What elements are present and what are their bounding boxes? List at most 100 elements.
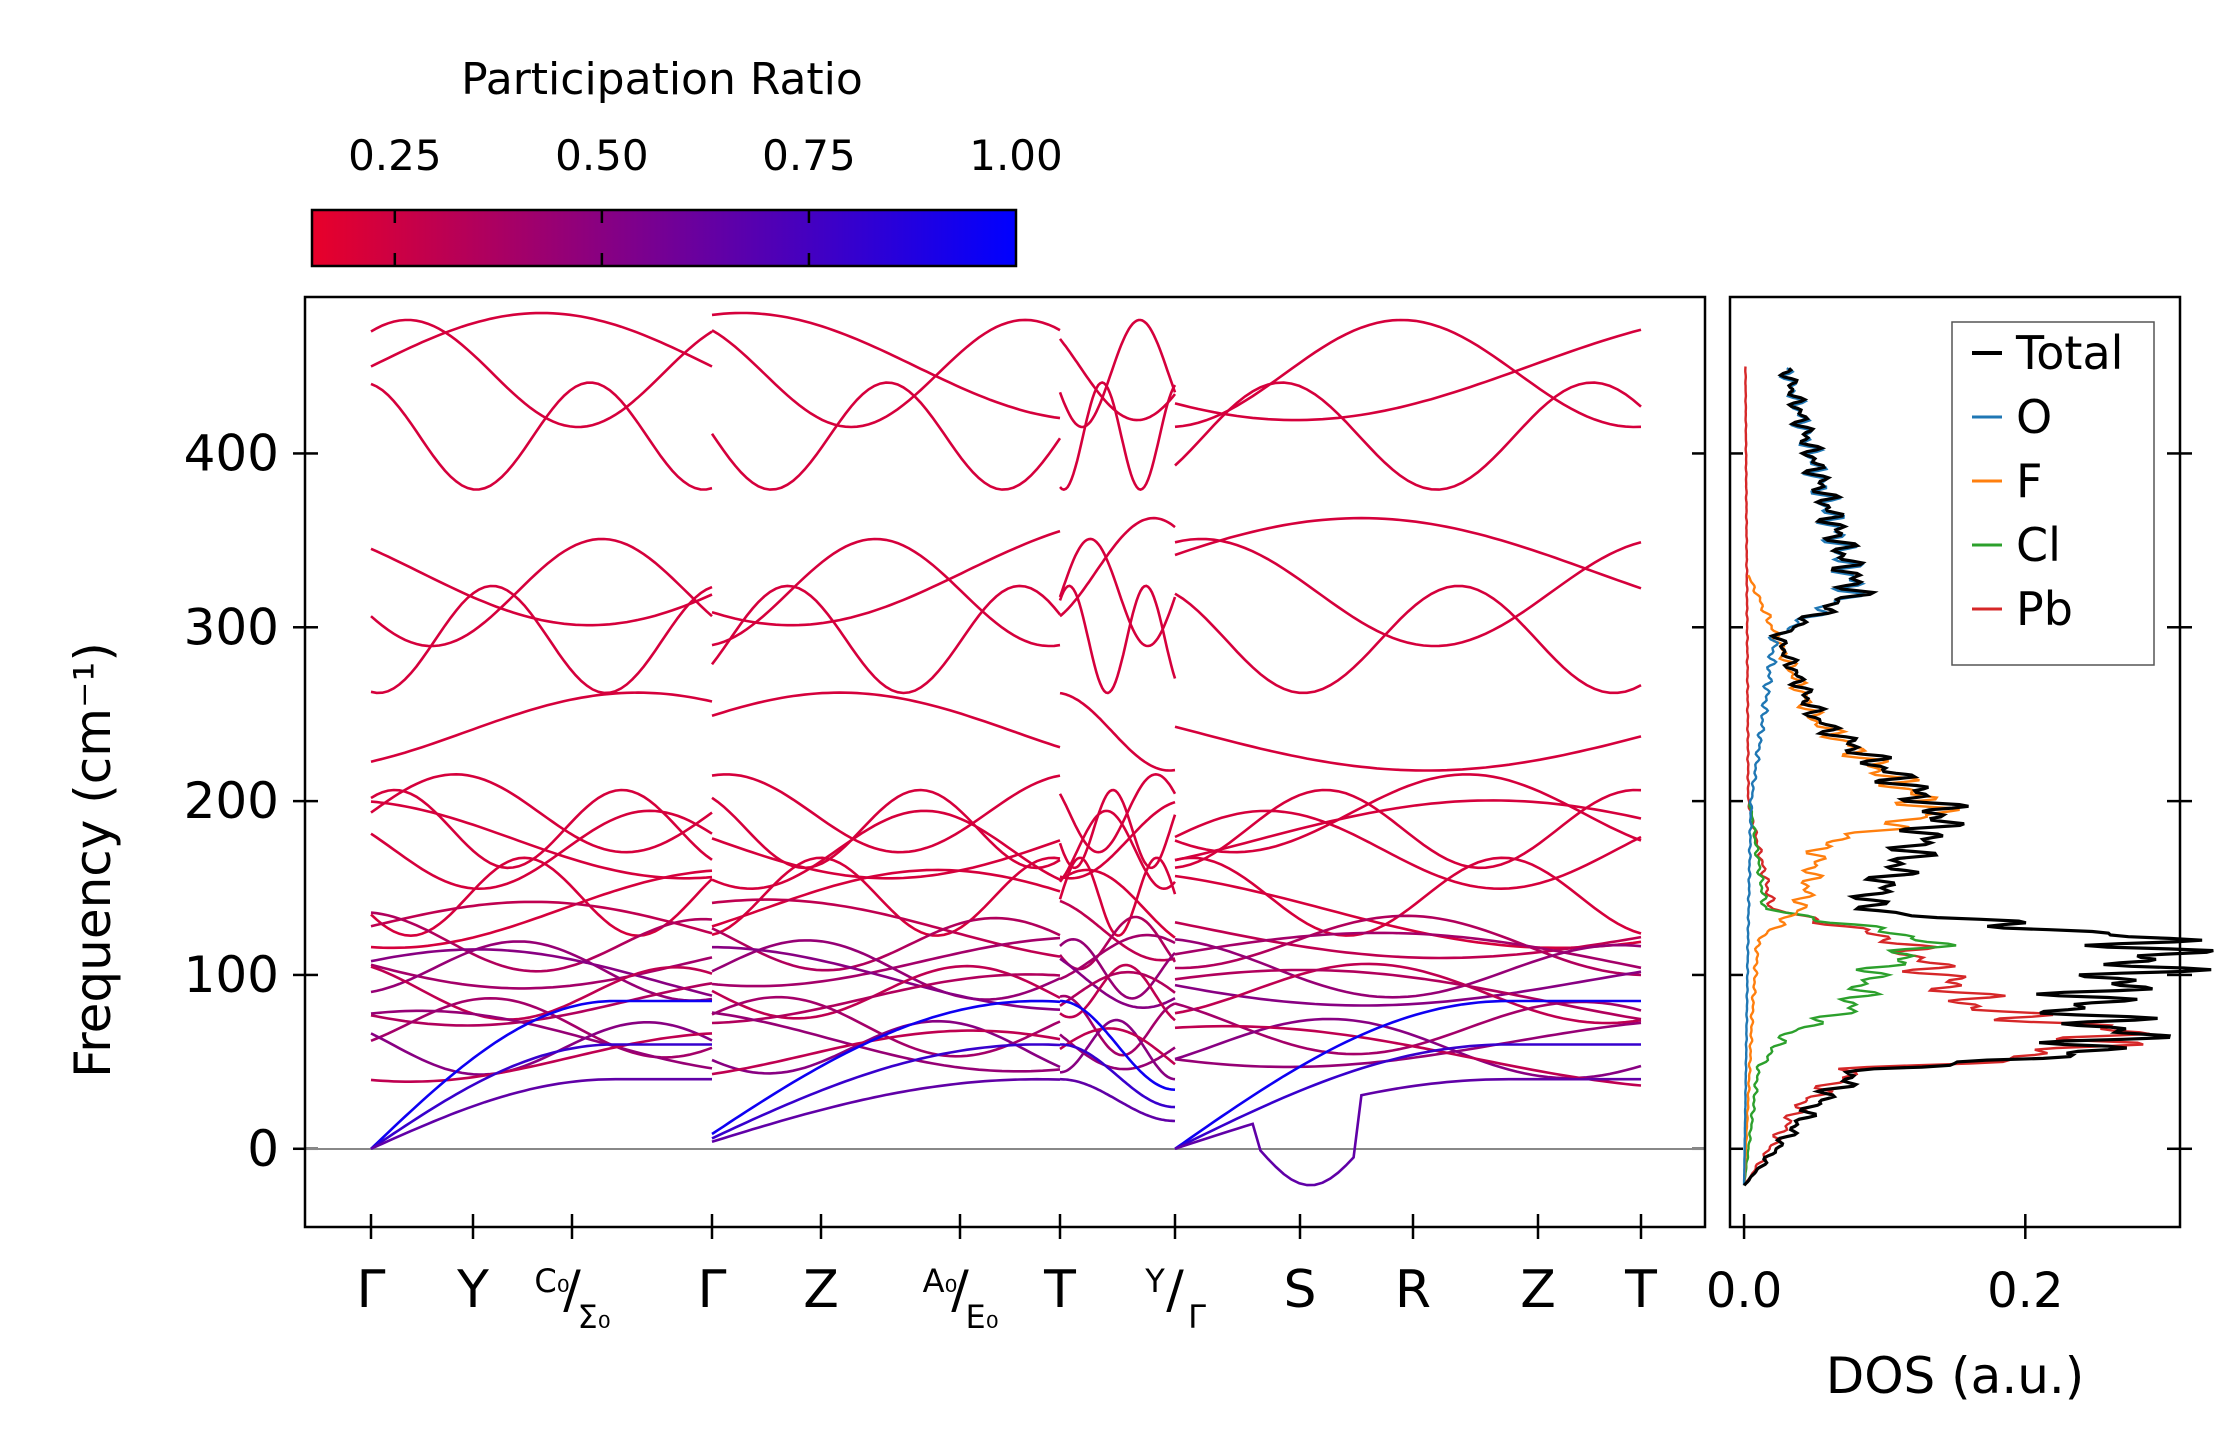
phonon-band-line: [1058, 338, 1177, 422]
phonon-band-line: [1174, 537, 1642, 648]
phonon-band-line: [370, 869, 713, 950]
phonon-band-line: [711, 773, 1061, 854]
colorbar-gradient: [310, 208, 1018, 268]
phonon-band-line: [711, 964, 1061, 1020]
phonon-band-line: [1174, 725, 1642, 772]
svg-text:Γ: Γ: [1188, 1298, 1206, 1336]
band-ytick-label: 400: [184, 424, 279, 482]
dos-legend-label: Total: [2015, 326, 2123, 380]
phonon-band-line: [711, 1019, 1061, 1075]
svg-text:A₀: A₀: [923, 1262, 958, 1300]
phonon-band-line: [1058, 809, 1176, 891]
phonon-band-line: [1174, 773, 1642, 854]
dos-line-total: [1742, 367, 2214, 1187]
acoustic-band-line: [711, 1043, 1061, 1140]
acoustic-band-line: [370, 1077, 712, 1150]
phonon-band-line: [370, 1009, 713, 1070]
phonon-band-line: [370, 691, 713, 763]
dos-plot-frame: [1728, 295, 2182, 1229]
phonon-band-line: [1174, 1024, 1642, 1087]
colorbar-tick-label: 0.75: [762, 131, 856, 180]
dos-legend-item: F: [1972, 454, 2042, 508]
band-ytick-label: 300: [184, 598, 279, 656]
phonon-band-line: [1059, 381, 1177, 491]
svg-text:E₀: E₀: [965, 1298, 998, 1336]
phonon-band-line: [1174, 921, 1642, 960]
phonon-band-line: [1174, 584, 1642, 695]
dos-legend-item: O: [1972, 390, 2052, 444]
acoustic-band-line: [370, 1043, 712, 1150]
phonon-band-line: [370, 772, 713, 854]
band-xtick-label: S: [1283, 1260, 1316, 1320]
phonon-band-line: [1174, 381, 1642, 491]
phonon-band-line: [1059, 937, 1176, 1000]
band-xtick-label: T: [1624, 1260, 1657, 1320]
dos-legend-label: Cl: [2016, 518, 2061, 572]
phonon-band-line: [370, 809, 713, 891]
phonon-band-line: [1174, 1021, 1642, 1069]
phonon-band-line: [1174, 318, 1642, 429]
band-xtick-label: Z: [1520, 1260, 1556, 1320]
band-xtick-label: Γ: [357, 1260, 386, 1320]
phonon-band-line: [370, 537, 713, 648]
svg-text:Σ₀: Σ₀: [577, 1298, 610, 1336]
acoustic-band-line: [1174, 1077, 1641, 1187]
colorbar: Participation Ratio 0.25 0.50 0.75 1.00: [310, 54, 1063, 268]
phonon-band-line: [1174, 856, 1642, 937]
phonon-band-line: [1059, 800, 1176, 880]
dos-legend-label: Pb: [2016, 582, 2073, 636]
phonon-band-line: [711, 936, 1061, 988]
phonon-band-line: [1175, 914, 1642, 977]
phonon-band-line: [711, 691, 1061, 749]
colorbar-tick-label: 1.00: [969, 131, 1063, 180]
phonon-band-line: [1058, 584, 1177, 695]
phonon-band-line: [1174, 788, 1642, 870]
band-xtick-label: A₀/E₀: [923, 1260, 999, 1336]
phonon-band-line: [1059, 516, 1176, 618]
acoustic-band-line: [370, 999, 712, 1150]
phonon-band-line: [370, 1032, 713, 1083]
dos-panel: 0.0 0.2 DOS (a.u.) Total OF Cl Pb: [1706, 295, 2214, 1405]
phonon-band-line: [370, 900, 713, 935]
phonon-band-line: [370, 956, 713, 990]
band-xtick-label: Y: [456, 1260, 489, 1320]
dos-line-cl: [1742, 800, 1957, 1186]
phonon-band-line: [1174, 328, 1642, 422]
dos-legend: Total OF Cl Pb: [1951, 321, 2155, 666]
phonon-band-line: [1059, 899, 1176, 962]
phonon-band-line: [370, 982, 713, 1027]
dos-xlabel: DOS (a.u.): [1826, 1347, 2085, 1405]
phonon-band-line: [711, 837, 1061, 880]
phonon-band-line: [710, 584, 1062, 695]
svg-text:/: /: [951, 1260, 969, 1320]
phonon-band-line: [711, 537, 1061, 648]
svg-text:C₀: C₀: [534, 1262, 569, 1300]
band-xtick-label: T: [1043, 1260, 1076, 1320]
phonon-band-line: [711, 1011, 1061, 1073]
phonon-band-line: [1174, 799, 1642, 862]
phonon-band-line: [1059, 868, 1176, 939]
dos-xtick-label: 0.0: [1706, 1263, 1782, 1319]
phonon-band-line: [711, 916, 1061, 972]
phonon-band-line: [370, 318, 713, 429]
phonon-band-line: [1059, 963, 1176, 1022]
dos-line-f: [1742, 574, 1960, 1186]
phonon-band-line: [370, 547, 713, 627]
phonon-band-line: [711, 809, 1061, 891]
phonon-band-line: [1058, 772, 1177, 854]
acoustic-band-line: [1060, 1043, 1176, 1109]
phonon-band-line: [370, 381, 713, 491]
phonon-band-line: [710, 381, 1062, 491]
phonon-band-line: [711, 939, 1061, 1001]
phonon-band-line: [1059, 970, 1176, 1007]
phonon-band-line: [370, 788, 713, 870]
svg-text:Y: Y: [1144, 1262, 1165, 1300]
phonon-band-line: [1059, 691, 1176, 772]
acoustic-band-line: [711, 1077, 1061, 1144]
phonon-band-line: [370, 1021, 713, 1076]
phonon-band-line: [1058, 788, 1177, 870]
colorbar-tick-label: 0.25: [348, 131, 442, 180]
phonon-band-line: [370, 911, 713, 973]
phonon-band-line: [370, 800, 713, 880]
